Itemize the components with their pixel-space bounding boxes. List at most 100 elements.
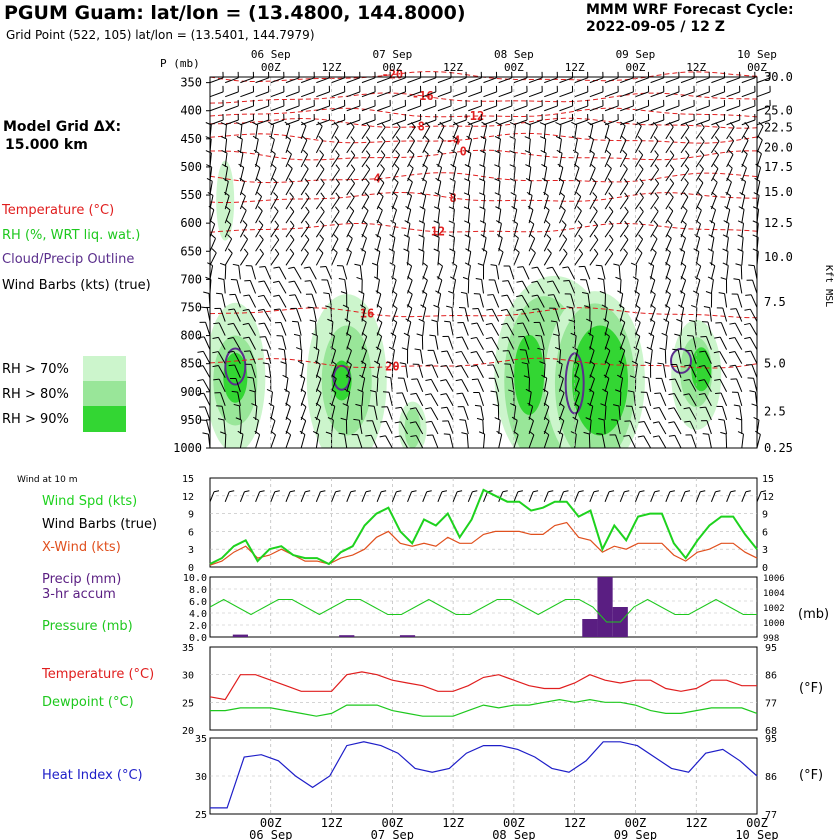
wind-barb-flag <box>664 304 671 309</box>
wind-barb-flag <box>683 192 689 198</box>
wind-barb <box>461 379 469 393</box>
wind-barb-flag <box>237 149 244 154</box>
wind-barb <box>315 154 324 168</box>
wind-barb-flag <box>378 191 384 197</box>
surface-wind-barb-flag <box>229 490 235 493</box>
wind-barb <box>495 265 500 280</box>
wind-barb-flag <box>513 234 519 239</box>
wind-barb <box>704 365 712 378</box>
wind-barb <box>483 181 486 196</box>
wind-barb <box>537 266 545 280</box>
wind-barb-flag <box>450 276 456 281</box>
wind-barb <box>331 419 334 435</box>
wind-barb <box>437 307 440 322</box>
wind-barb-flag <box>728 351 735 354</box>
wind-barb-flag <box>425 378 432 381</box>
wind-barb <box>400 407 408 421</box>
top-time-tick: 12Z <box>686 61 706 74</box>
wind-barb-flag <box>755 430 761 435</box>
wind-barb-flag <box>433 248 440 252</box>
wind-barb-flag <box>744 322 751 326</box>
wind-barb <box>270 91 285 98</box>
wind-barb-flag <box>289 220 295 227</box>
wind-barb <box>240 105 254 112</box>
wind-barb-flag <box>390 332 397 337</box>
wind-barb <box>635 119 649 126</box>
wind-barb <box>461 392 469 407</box>
wind-barb <box>704 393 712 407</box>
wind-barb <box>361 105 376 112</box>
wind-barb <box>360 405 363 420</box>
wind-barb-flag <box>217 277 225 280</box>
wind-barb <box>376 251 381 266</box>
wind-barb-flag <box>219 262 226 266</box>
wind-barb <box>224 224 232 238</box>
wind-barb <box>589 253 599 266</box>
wind-barb-flag <box>601 304 608 309</box>
wind-barb-flag <box>297 360 304 365</box>
wind-barb-flag <box>728 149 734 155</box>
wind-barb <box>574 91 588 98</box>
surface-wind-barb-flag <box>320 490 326 493</box>
wind-barb <box>620 91 634 98</box>
wind-barb-flag <box>661 332 668 337</box>
wind-barb-flag <box>421 290 428 295</box>
wind-barb <box>452 251 456 266</box>
wind-barb-flag <box>425 420 432 423</box>
wind-barb-flag <box>228 308 235 311</box>
surface-wind-barb-flag <box>669 490 675 493</box>
wind-barb <box>391 223 397 238</box>
wind-barb <box>695 168 704 182</box>
surface-wind-barb <box>224 491 230 502</box>
bottom-time-tick: 12Z <box>321 816 343 830</box>
wind-barb <box>204 406 211 421</box>
wind-barb <box>452 209 455 224</box>
wind-barb-flag <box>608 192 613 198</box>
wind-barb <box>376 336 383 350</box>
wind-barb-flag <box>739 191 746 196</box>
wind-barb-flag <box>375 290 382 295</box>
wind-barb-flag <box>653 136 659 142</box>
wind-barb-flag <box>433 220 440 224</box>
wind-barb-flag <box>729 322 736 325</box>
wind-barb-flag <box>376 318 383 323</box>
wind-barb-flag <box>726 177 732 183</box>
wind-barb <box>209 105 224 112</box>
wind-barb-flag <box>479 150 486 154</box>
wind-barb <box>528 238 536 252</box>
height-tick: 12.5 <box>764 216 793 230</box>
wind-barb <box>523 336 530 350</box>
wind-barb <box>280 322 287 336</box>
top-date-label: 10 Sep <box>737 48 777 61</box>
wind-barbs-upper <box>197 71 771 449</box>
wind-barb-flag <box>634 290 640 295</box>
wind-barb <box>521 295 530 308</box>
wind-barb-flag <box>753 192 760 196</box>
wind-barb-flag <box>392 191 398 197</box>
wind-barb-flag <box>676 318 683 323</box>
wind-barb <box>537 308 545 322</box>
wind-barb <box>452 77 467 84</box>
wind-barb-flag <box>623 248 628 254</box>
wind-barb <box>498 167 501 182</box>
wind-barb <box>508 350 515 364</box>
wind-barb <box>328 293 333 308</box>
wind-barb <box>726 195 732 210</box>
wind-barb <box>650 252 657 266</box>
wind-barb <box>542 349 545 364</box>
wind-barb <box>346 224 354 238</box>
wind-barb-flag <box>646 346 653 351</box>
wind-barb <box>513 167 516 182</box>
temp-ytick: 20 <box>182 726 194 737</box>
wind-barb <box>491 308 500 322</box>
wind-barb-flag <box>338 278 345 281</box>
wind-barb-flag <box>749 390 756 393</box>
wind-barb <box>452 265 458 280</box>
wind-barb-flag <box>220 136 227 140</box>
wind-barb-flag <box>728 336 735 340</box>
wind-barb-flag <box>741 163 747 169</box>
wind-barb <box>680 307 685 322</box>
wind-barb <box>300 420 307 435</box>
wind-barb-flag <box>433 304 440 309</box>
